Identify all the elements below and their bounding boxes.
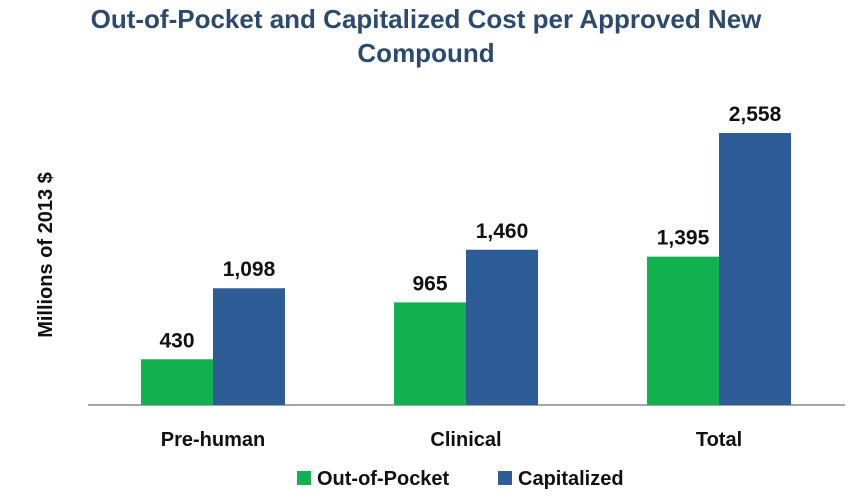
x-tick-label: Clinical xyxy=(430,429,501,451)
legend-swatch xyxy=(498,471,512,485)
x-tick-label: Total xyxy=(696,429,742,451)
bar-capitalized-clinical xyxy=(466,249,538,405)
bar-out-of-pocket-clinical xyxy=(394,302,466,405)
bar-out-of-pocket-total xyxy=(647,256,719,405)
data-label: 1,460 xyxy=(476,220,529,243)
data-label: 430 xyxy=(159,329,194,352)
legend-swatch xyxy=(297,471,311,485)
x-tick-label: Pre-human xyxy=(161,429,265,451)
y-axis-label: Millions of 2013 $ xyxy=(35,172,57,338)
bar-capitalized-pre-human xyxy=(213,288,285,405)
legend-label: Capitalized xyxy=(518,468,624,490)
chart-title: Out-of-Pocket and Capitalized Cost per A… xyxy=(0,2,852,70)
bar-capitalized-total xyxy=(719,133,791,405)
chart-title-line-1: Out-of-Pocket and Capitalized Cost per A… xyxy=(90,4,762,34)
chart-title-line-2: Compound xyxy=(357,38,495,68)
data-label: 1,098 xyxy=(223,258,276,281)
data-label: 2,558 xyxy=(729,103,782,126)
data-label: 1,395 xyxy=(657,227,710,250)
bar-out-of-pocket-pre-human xyxy=(141,359,213,405)
legend-label: Out-of-Pocket xyxy=(317,468,450,490)
data-label: 965 xyxy=(412,272,447,295)
